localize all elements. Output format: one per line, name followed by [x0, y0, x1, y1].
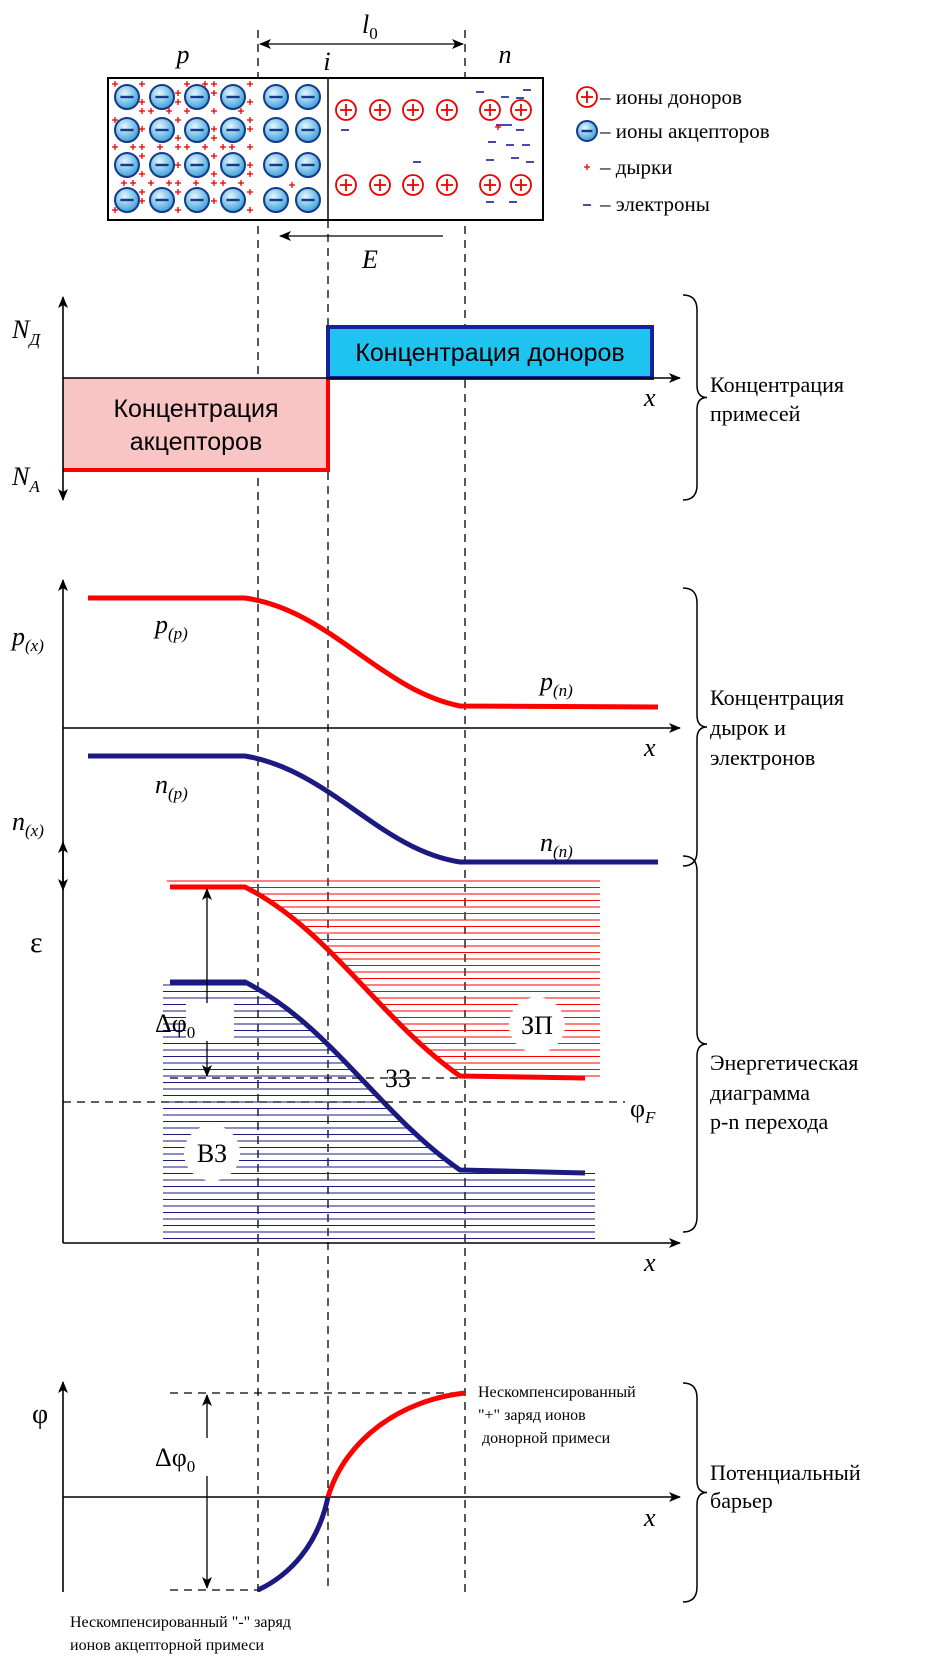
axis-label: p(x) [10, 622, 44, 655]
main: n [155, 770, 168, 799]
caption: диаграмма [710, 1080, 810, 1105]
band-label: ВЗ [197, 1139, 227, 1168]
legend-text: – дырки [599, 155, 673, 179]
legend-text: – электроны [599, 192, 710, 216]
caption: Концентрация [710, 685, 844, 710]
sub: 0 [369, 24, 378, 43]
band-label: ЗП [521, 1011, 553, 1040]
sub: (p) [168, 784, 188, 803]
brace [683, 1383, 707, 1602]
main: l [362, 10, 369, 39]
acceptor-label: Концентрация [113, 395, 278, 423]
main: N [11, 462, 31, 491]
caption: примесей [710, 401, 801, 426]
field-label: E [361, 245, 378, 274]
sub: (n) [553, 842, 573, 861]
curve-label: n(p) [155, 770, 188, 803]
main: Δφ [155, 1009, 187, 1038]
pn-junction-diagram: p i n l0 E – ионы доноров – ионы акцепто… [0, 0, 945, 1668]
main: p [538, 667, 553, 696]
caption: Потенциальный [710, 1460, 861, 1485]
fermi-label: φF [630, 1094, 656, 1127]
sub: 0 [187, 1457, 196, 1476]
axis-label: NД [11, 315, 41, 349]
curve-label: p(n) [538, 667, 573, 700]
x-label: x [643, 1503, 656, 1532]
brace [683, 588, 707, 866]
x-label: x [643, 1248, 656, 1277]
legend: – ионы доноров – ионы акцепторов – дырки… [599, 85, 770, 216]
sub: F [644, 1108, 656, 1127]
caption: дырок и [710, 715, 786, 740]
donor-label: Концентрация доноров [355, 339, 624, 367]
region-label: n [499, 40, 512, 69]
main: p [10, 622, 25, 651]
note: Нескомпенсированный [478, 1384, 636, 1401]
band-label: ЗЗ [385, 1064, 411, 1093]
curve-label: p(p) [153, 610, 188, 643]
curve-label: n(n) [540, 828, 573, 861]
note: ионов акцепторной примеси [70, 1637, 265, 1654]
potential-curve [258, 1497, 328, 1590]
main: Δφ [155, 1443, 187, 1472]
sub: (n) [553, 681, 573, 700]
carrier-labels: p(x) n(x) x p(p) p(n) n(p) n(n) Концентр… [10, 610, 844, 861]
potential-curve [328, 1393, 465, 1497]
axis-label: ε [30, 926, 43, 959]
main: p [153, 610, 168, 639]
legend-text: – ионы доноров [599, 85, 742, 109]
main: N [11, 315, 31, 344]
region-label: i [323, 47, 330, 76]
sub: 0 [187, 1023, 196, 1042]
main: φ [630, 1094, 645, 1123]
note: Нескомпенсированный "-" заряд [70, 1614, 291, 1631]
region-label: p [175, 40, 190, 69]
brace [683, 856, 707, 1232]
brace [683, 295, 707, 500]
x-label: x [643, 733, 656, 762]
main: n [12, 807, 25, 836]
sub: (p) [168, 624, 188, 643]
acceptor-label: акцепторов [130, 428, 262, 456]
main: n [540, 828, 553, 857]
axis-label: φ [32, 1399, 48, 1430]
caption: электронов [710, 745, 815, 770]
caption: Энергетическая [710, 1050, 858, 1075]
width-label: l0 [362, 10, 378, 43]
note: "+" заряд ионов [478, 1407, 586, 1424]
caption: барьер [710, 1488, 773, 1513]
caption: p-n перехода [710, 1109, 829, 1134]
acceptor-area [63, 378, 328, 470]
caption: Концентрация [710, 372, 844, 397]
x-label: x [643, 383, 656, 412]
axis-label: NA [11, 462, 40, 496]
axis-label: n(x) [12, 807, 44, 840]
sub: A [28, 477, 40, 496]
legend-text: – ионы акцепторов [599, 119, 770, 143]
sub: (x) [25, 636, 44, 655]
sub: Д [27, 330, 41, 349]
sub: (x) [25, 821, 44, 840]
note: донорной примеси [482, 1430, 611, 1447]
potential-labels: φ x Δφ0 Нескомпенсированный "+" заряд ио… [32, 1384, 861, 1654]
